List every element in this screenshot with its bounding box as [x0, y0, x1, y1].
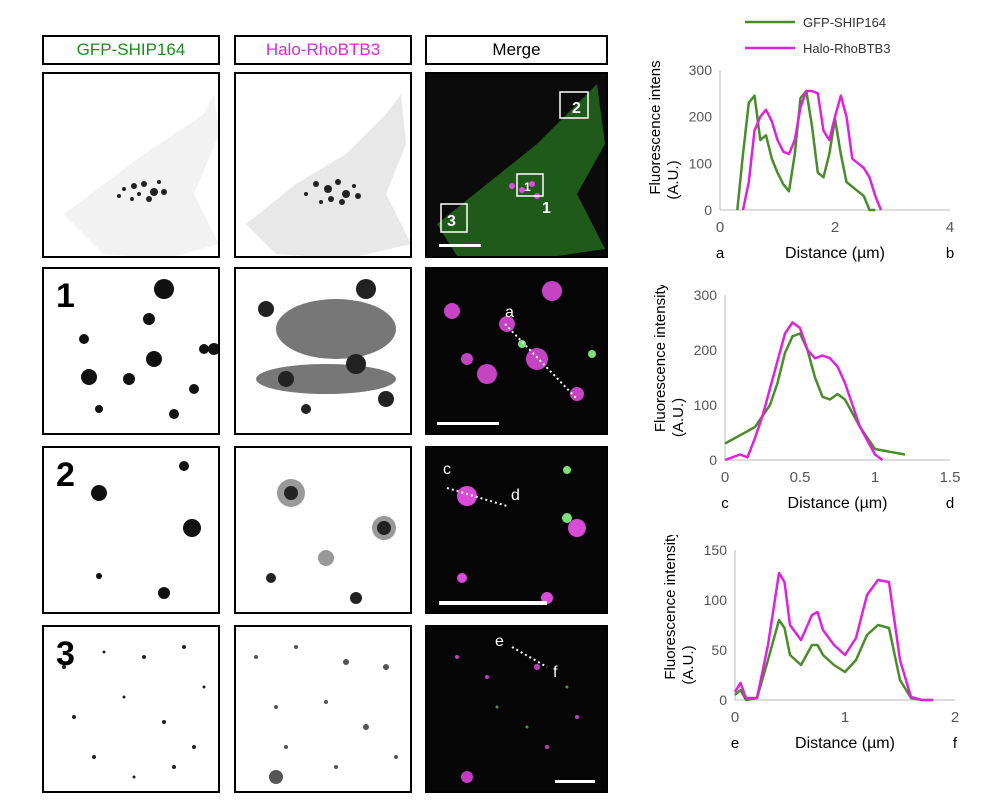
x-tick-label: 0	[721, 469, 729, 486]
legend-gfp-label: GFP-SHIP164	[803, 15, 886, 30]
merge-point-f: f	[553, 664, 558, 681]
zoom1-gfp: 1	[42, 267, 220, 435]
y-tick-label: 300	[689, 62, 713, 78]
zoom1-merge-image: a	[437, 281, 596, 425]
y-axis-unit: (A.U.)	[680, 645, 697, 684]
y-axis-unit: (A.U.)	[665, 160, 682, 199]
y-axis-unit: (A.U.)	[670, 398, 687, 437]
zoom1-merge: a	[425, 267, 608, 435]
x-tick-label: 1	[871, 469, 879, 486]
x-end-label: f	[953, 735, 958, 752]
cell-halo-overview	[234, 72, 412, 258]
merge-box-2-label: 2	[572, 100, 581, 117]
y-tick-label: 50	[711, 642, 727, 658]
cell-gfp-overview	[42, 72, 220, 258]
y-tick-label: 200	[689, 109, 713, 125]
y-tick-label: 300	[694, 287, 718, 303]
y-tick-label: 0	[709, 452, 717, 468]
zoom1-halo-image	[256, 279, 396, 414]
merge-point-d: d	[511, 487, 520, 504]
x-tick-label: 1	[841, 709, 849, 726]
header-gfp-label: GFP-SHIP164	[76, 40, 186, 59]
zoom2-halo-image	[266, 479, 396, 604]
zoom1-gfp-label: 1	[56, 277, 75, 315]
y-tick-label: 100	[689, 155, 713, 171]
zoom3-gfp: 3	[42, 625, 220, 793]
x-tick-label: 0	[716, 219, 724, 236]
chart-legend: GFP-SHIP164 Halo-RhoBTB3	[745, 15, 890, 56]
x-end-label: b	[946, 245, 954, 262]
zoom3-merge: e f	[425, 625, 608, 793]
y-tick-label: 0	[704, 202, 712, 218]
series-line-halo-rhobtb3	[733, 571, 933, 702]
profile-chart-1: 0 100 200 300 0 2 4 Fluorescence intensity (A.U.…	[647, 60, 954, 262]
y-tick-label: 100	[704, 592, 728, 608]
header-gfp: GFP-SHIP164	[42, 35, 220, 65]
merge-point-e: e	[495, 633, 504, 650]
scale-bar	[437, 422, 499, 425]
y-tick-label: 100	[694, 397, 718, 413]
x-axis-label: Distance (µm)	[795, 735, 895, 752]
zoom2-gfp: 2	[42, 446, 220, 614]
y-axis-label: Fluorescence intensity	[652, 285, 669, 432]
zoom3-halo-image	[254, 645, 398, 784]
profile-chart-2: 0 100 200 300 0 0.5 1 1.5 Fluorescence intensity…	[652, 285, 961, 512]
x-tick-label: 0.5	[790, 469, 811, 486]
y-tick-label: 200	[694, 342, 718, 358]
zoom3-merge-image: e f	[455, 633, 595, 783]
zoom2-halo	[234, 446, 412, 614]
merge-box-1-label: 1	[542, 200, 551, 217]
x-tick-label: 2	[951, 709, 959, 726]
zoom3-gfp-image	[62, 645, 206, 779]
cell-merge-overview-image: 2 1 1 3	[437, 84, 605, 256]
zoom2-gfp-image	[91, 461, 201, 599]
merge-box-1-inner-label: 1	[524, 180, 531, 194]
x-tick-label: 2	[831, 219, 839, 236]
profile-chart-3: 0 50 100 150 0 1 2 Fluorescence intensity (A.U.)…	[662, 535, 959, 752]
scale-bar	[439, 601, 547, 605]
zoom2-merge-image: c d	[439, 461, 586, 605]
scale-bar	[439, 244, 481, 247]
zoom1-gfp-image	[79, 279, 218, 419]
x-axis-label: Distance (µm)	[788, 495, 888, 512]
x-start-label: e	[731, 735, 739, 752]
y-axis-label: Fluorescence intensity	[647, 60, 664, 195]
series-line-halo-rhobtb3	[741, 89, 883, 211]
series-line-halo-rhobtb3	[724, 321, 884, 462]
series-line-gfp-ship164	[736, 89, 876, 212]
header-halo-label: Halo-RhoBTB3	[265, 40, 381, 59]
x-tick-label: 4	[946, 219, 954, 236]
x-axis-label: Distance (µm)	[785, 245, 885, 262]
series-line-gfp-ship164	[734, 618, 933, 702]
x-tick-label: 1.5	[940, 469, 961, 486]
y-tick-label: 0	[719, 692, 727, 708]
y-tick-label: 150	[704, 542, 728, 558]
zoom2-gfp-label: 2	[56, 456, 75, 494]
header-halo: Halo-RhoBTB3	[234, 35, 412, 65]
x-start-label: a	[716, 245, 725, 262]
x-tick-label: 0	[731, 709, 739, 726]
cell-gfp-overview-image	[64, 94, 218, 256]
zoom3-gfp-label: 3	[56, 635, 75, 673]
zoom3-halo	[234, 625, 412, 793]
header-merge-label: Merge	[492, 40, 541, 59]
zoom2-merge: c d	[425, 446, 608, 614]
scale-bar	[555, 780, 595, 783]
cell-merge-overview: 2 1 1 3	[425, 72, 608, 258]
header-merge: Merge	[425, 35, 608, 65]
merge-point-a: a	[505, 304, 514, 321]
merge-point-c: c	[443, 461, 451, 478]
cell-halo-overview-image	[246, 94, 410, 256]
x-start-label: c	[721, 495, 729, 512]
legend-halo-label: Halo-RhoBTB3	[803, 41, 890, 56]
x-end-label: d	[946, 495, 954, 512]
series-line-gfp-ship164	[724, 332, 906, 456]
y-axis-label: Fluorescence intensity	[662, 535, 679, 680]
merge-box-3-label: 3	[447, 213, 456, 230]
zoom1-halo	[234, 267, 412, 435]
